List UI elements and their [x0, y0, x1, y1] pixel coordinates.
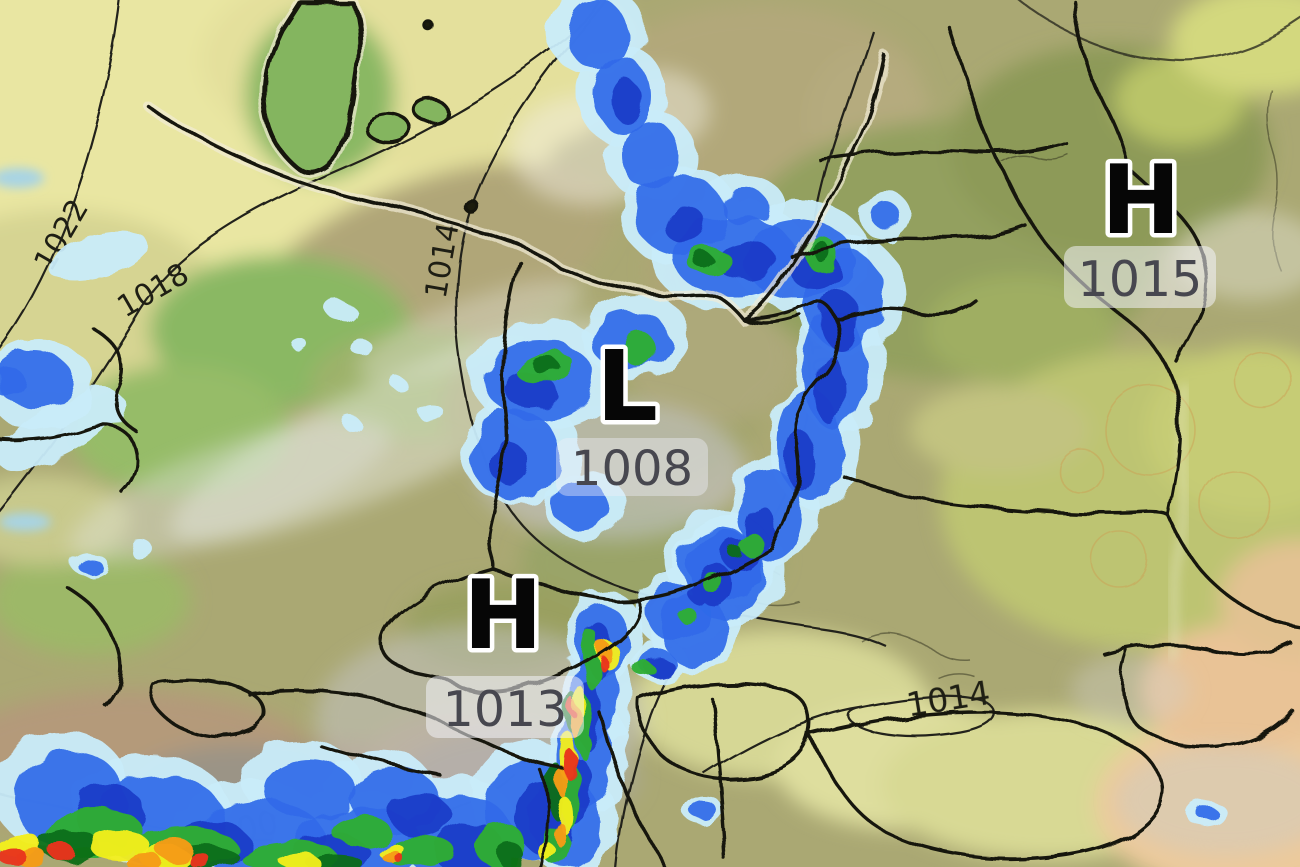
low-letter-center: L [596, 330, 658, 443]
border-lv-ee [818, 140, 1067, 162]
border-hungary [637, 682, 813, 781]
border-de-pl [485, 260, 522, 570]
steppe-contours [1057, 351, 1291, 589]
border-alps-3 [63, 583, 123, 707]
river-valley [1168, 384, 1189, 661]
coast-denmark [262, 0, 361, 175]
border-by-ua [843, 476, 1170, 517]
border-pl-south [490, 546, 774, 602]
border-croatia [538, 768, 549, 867]
high-letter-south: H [463, 561, 543, 671]
border-pl-east [740, 298, 841, 550]
border-balkan-1 [711, 698, 728, 862]
pressure-marker-high-south: H 1013 [426, 557, 584, 738]
pressure-value-badge [556, 438, 708, 496]
border-lt-lv [788, 223, 1027, 257]
isobar-unlabeled-ne [1017, 0, 1300, 62]
border-lt-by [833, 298, 977, 320]
border-nl-2 [0, 423, 137, 492]
pressure-marker-low-center: L 1008 [556, 326, 708, 497]
low-value-center: 1008 [571, 441, 693, 497]
border-alps-2 [318, 743, 442, 777]
lakes [0, 168, 51, 531]
pressure-value-badge [1064, 246, 1216, 308]
border-moldova-1 [1103, 640, 1292, 657]
border-nl-1 [93, 328, 137, 432]
pressure-value-badge [426, 676, 584, 738]
high-value-east: 1015 [1078, 251, 1203, 308]
high-value-south: 1013 [443, 681, 568, 738]
border-balkan-2 [598, 711, 666, 867]
coast-baltic [148, 53, 886, 320]
pressure-markers: H 1015 L 1008 H 1013 [426, 142, 1216, 738]
precipitation-layer [0, 0, 1225, 867]
border-romania [808, 710, 1164, 861]
border-ua-ru [1166, 513, 1300, 630]
border-switzerland [147, 676, 267, 738]
isobar-1014-south [704, 696, 995, 776]
border-moldova-2 [1120, 650, 1294, 749]
high-letter-east: H [1101, 146, 1181, 256]
isobar-1022 [0, 0, 122, 348]
border-ru-north [1073, 0, 1207, 362]
border-kaliningrad [740, 313, 802, 324]
pressure-marker-high-east: H 1015 [1064, 142, 1216, 308]
